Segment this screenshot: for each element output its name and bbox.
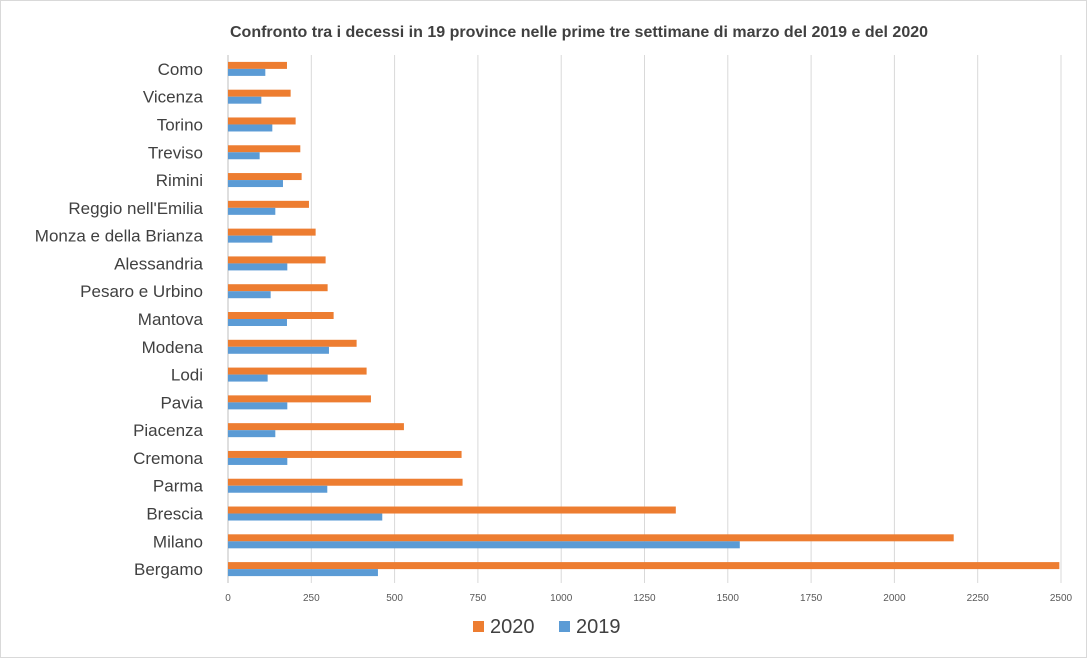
bar-2019-pavia	[228, 402, 288, 410]
category-label: Cremona	[133, 449, 203, 468]
bar-2019-rimini	[228, 180, 283, 188]
chart-title: Confronto tra i decessi in 19 province n…	[230, 24, 928, 41]
category-label: Alessandria	[114, 254, 203, 273]
x-tick-label: 750	[470, 593, 487, 604]
bar-2019-cremona	[228, 457, 288, 465]
category-label: Milano	[153, 532, 203, 551]
bar-2020-rimini	[228, 173, 302, 181]
legend-swatch-2020	[473, 621, 484, 632]
bar-2019-modena	[228, 346, 329, 354]
category-label: Como	[158, 60, 203, 79]
bar-2019-vicenza	[228, 96, 262, 104]
bar-2019-como	[228, 68, 266, 76]
category-label: Brescia	[146, 505, 203, 524]
x-tick-label: 2250	[967, 593, 990, 604]
bar-2019-lodi	[228, 374, 268, 382]
x-tick-labels: 0 250 500 750 1000 1250 1500 1750 2000 2250 2500	[225, 593, 1072, 604]
bar-2020-modena	[228, 339, 357, 347]
x-tick-label: 2500	[1050, 593, 1073, 604]
category-label: Lodi	[171, 366, 203, 385]
bar-2020-parma	[228, 478, 463, 486]
category-label: Rimini	[156, 171, 203, 190]
bar-2020-vicenza	[228, 89, 291, 97]
category-label: Parma	[153, 477, 204, 496]
bar-2019-pesaro-e-urbino	[228, 291, 271, 299]
bar-2020-bergamo	[228, 562, 1060, 570]
bar-2020-mantova	[228, 312, 334, 319]
bar-2019-torino	[228, 124, 273, 132]
bars	[228, 61, 1060, 577]
bar-2019-piacenza	[228, 430, 276, 438]
x-tick-label: 0	[225, 593, 231, 604]
bar-2020-cremona	[228, 450, 462, 458]
bar-2019-treviso	[228, 152, 260, 160]
bar-2020-torino	[228, 117, 296, 125]
bar-2020-como	[228, 61, 287, 69]
category-label: Bergamo	[134, 560, 203, 579]
legend-label-2020: 2020	[490, 616, 535, 638]
category-label: Monza e della Brianza	[35, 227, 204, 246]
gridlines	[227, 55, 1062, 583]
x-tick-label: 1000	[550, 593, 573, 604]
x-tick-label: 1500	[717, 593, 740, 604]
bar-2020-brescia	[228, 506, 676, 514]
bar-2019-mantova	[228, 319, 287, 326]
bar-2020-piacenza	[228, 423, 404, 431]
category-label: Reggio nell'Emilia	[68, 199, 203, 218]
bar-2020-lodi	[228, 367, 367, 375]
category-label: Mantova	[138, 310, 204, 329]
legend: 2020 2019	[473, 616, 621, 638]
bar-2019-brescia	[228, 513, 383, 521]
category-label: Vicenza	[143, 88, 204, 107]
bar-2019-reggio-nell-emilia	[228, 207, 276, 215]
legend-swatch-2019	[559, 621, 570, 632]
category-label: Modena	[142, 338, 204, 357]
x-tick-label: 250	[303, 593, 320, 604]
bar-2020-monza-e-della-brianza	[228, 228, 316, 236]
category-label: Pavia	[160, 393, 203, 412]
x-tick-label: 1750	[800, 593, 823, 604]
bar-2020-alessandria	[228, 256, 326, 264]
category-label: Torino	[157, 115, 203, 134]
bar-2019-monza-e-della-brianza	[228, 235, 273, 243]
legend-label-2019: 2019	[576, 616, 621, 638]
category-label: Treviso	[148, 143, 203, 162]
bar-2020-treviso	[228, 145, 301, 153]
x-tick-label: 2000	[883, 593, 906, 604]
bar-2019-milano	[228, 541, 740, 549]
bar-2019-alessandria	[228, 263, 288, 271]
category-labels: Bergamo Milano Brescia Parma Cremona Piacenza…	[35, 60, 204, 579]
category-label: Piacenza	[133, 421, 203, 440]
bar-2020-pesaro-e-urbino	[228, 284, 328, 292]
x-tick-label: 1250	[633, 593, 656, 604]
bar-2020-milano	[228, 534, 954, 542]
category-label: Pesaro e Urbino	[80, 282, 203, 301]
bar-2019-bergamo	[228, 569, 378, 577]
bar-2020-reggio-nell-emilia	[228, 200, 309, 208]
bar-2019-parma	[228, 485, 328, 493]
x-tick-label: 500	[386, 593, 403, 604]
bar-2020-pavia	[228, 395, 371, 403]
